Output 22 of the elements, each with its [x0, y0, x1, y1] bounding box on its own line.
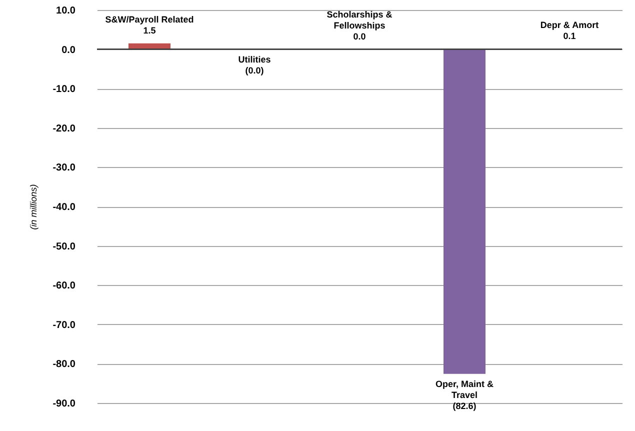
- y-tick-label: -90.0: [52, 398, 76, 410]
- y-tick-label: 0.0: [62, 44, 76, 56]
- y-tick-label: -80.0: [52, 359, 76, 370]
- x-tick-label: Depr & Amort: [540, 20, 599, 30]
- data-label: 0.1: [563, 30, 576, 41]
- data-label: 0.0: [353, 31, 366, 42]
- y-axis-title: (in millions): [28, 184, 39, 230]
- data-label: 1.5: [143, 25, 156, 36]
- data-label: (0.0): [245, 65, 264, 76]
- x-tick-label: Utilities: [238, 54, 271, 64]
- y-tick-label: 10.0: [56, 6, 76, 16]
- data-label: (82.6): [452, 400, 476, 411]
- y-tick-label: -40.0: [52, 202, 76, 213]
- y-tick-label: -10.0: [52, 84, 76, 96]
- x-tick-label: Scholarships & Fellowships: [326, 9, 393, 30]
- x-tick-label: Oper, Maint & Travel: [435, 378, 494, 400]
- y-tick-label: -70.0: [52, 320, 76, 331]
- x-tick-label: S&W/Payroll Related: [105, 14, 194, 24]
- y-tick-label: -60.0: [52, 280, 76, 292]
- y-tick-label: -50.0: [52, 241, 76, 252]
- y-tick-label: -30.0: [52, 162, 76, 174]
- y-tick-label: -20.0: [52, 123, 76, 134]
